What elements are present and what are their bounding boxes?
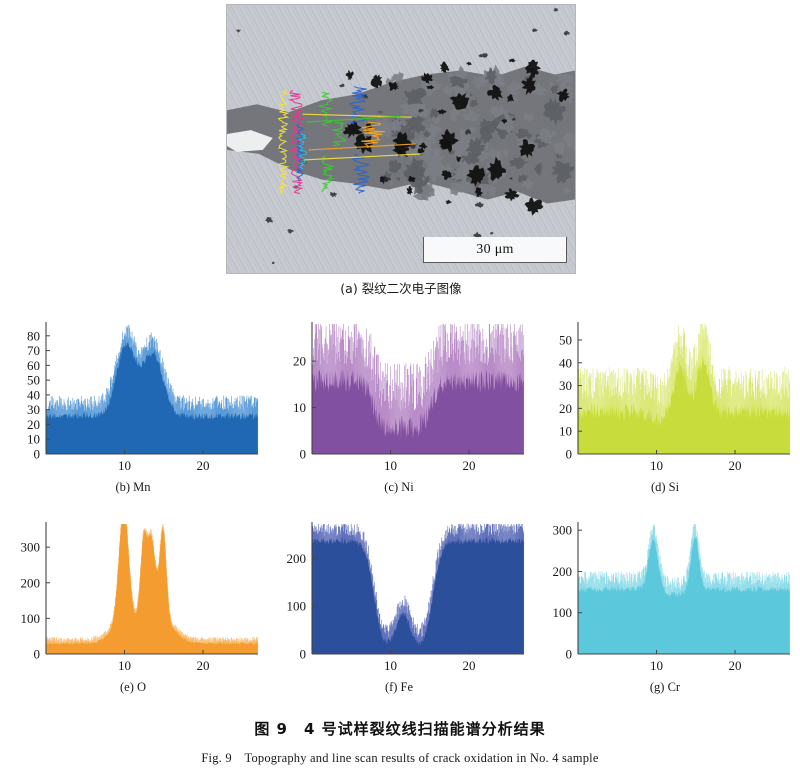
y-tick-label: 40 xyxy=(27,387,40,402)
x-tick-label: 10 xyxy=(118,658,131,673)
spectrum-caption-ni: (c) Ni xyxy=(384,480,414,494)
spectrum-caption-mn: (b) Mn xyxy=(115,480,151,494)
scale-bar: 30 μm xyxy=(423,237,567,263)
micrograph-caption: (a) 裂纹二次电子图像 xyxy=(340,281,462,296)
x-tick-label: 10 xyxy=(118,458,131,473)
y-tick-label: 50 xyxy=(559,332,572,347)
y-tick-label: 200 xyxy=(287,551,307,566)
figure-captions: 图 9 4 号试样裂纹线扫描能谱分析结果 Fig. 9 Topography a… xyxy=(0,718,800,766)
spectrum-chart-o: 0 100 200 300 10 20 (e) O xyxy=(0,512,266,712)
y-tick-label: 20 xyxy=(293,354,306,369)
micrograph-block: 30 μm (a) 裂纹二次电子图像 xyxy=(226,4,576,296)
scale-bar-label: 30 μm xyxy=(476,241,514,257)
spectrum-caption-cr: (g) Cr xyxy=(649,680,681,694)
sem-image-frame: 30 μm xyxy=(226,4,576,274)
spectrum-plot-cr: 0 100 200 300 10 20 xyxy=(532,512,798,684)
y-tick-label: 300 xyxy=(553,523,573,538)
y-tick-label: 20 xyxy=(27,417,40,432)
x-tick-label: 20 xyxy=(197,458,210,473)
spectrum-caption-si: (d) Si xyxy=(650,480,680,494)
y-tick-label: 10 xyxy=(27,432,40,447)
spectrum-chart-cr: 0 100 200 300 10 20 (g) Cr xyxy=(532,512,798,712)
spectra-grid: 0 10 20 30 40 50 60 70 80 10 20 (b) Mn 0 10 20 10 20 (c) … xyxy=(0,312,800,712)
spectrum-chart-si: 0 10 20 30 40 50 10 20 (d) Si xyxy=(532,312,798,512)
spectrum-plot-o: 0 100 200 300 10 20 xyxy=(0,512,266,684)
spectrum-chart-ni: 0 10 20 10 20 (c) Ni xyxy=(266,312,532,512)
x-tick-label: 20 xyxy=(463,458,476,473)
spectrum-area xyxy=(578,354,790,454)
spectrum-area xyxy=(578,536,790,654)
y-tick-label: 0 xyxy=(566,447,573,462)
y-tick-label: 20 xyxy=(559,401,572,416)
spectrum-chart-mn: 0 10 20 30 40 50 60 70 80 10 20 (b) Mn xyxy=(0,312,266,512)
x-tick-label: 20 xyxy=(729,658,742,673)
y-tick-label: 80 xyxy=(27,328,40,343)
spectrum-caption-o: (e) O xyxy=(119,680,147,694)
y-tick-label: 0 xyxy=(300,647,307,662)
spectrum-caption-fe: (f) Fe xyxy=(384,680,414,694)
x-tick-label: 20 xyxy=(463,658,476,673)
y-tick-label: 300 xyxy=(21,540,41,555)
spectrum-area xyxy=(312,369,524,454)
y-tick-label: 10 xyxy=(559,424,572,439)
y-tick-label: 50 xyxy=(27,373,40,388)
spectrum-area xyxy=(46,340,258,454)
y-tick-label: 100 xyxy=(553,605,573,620)
crack-secondary-electron-image xyxy=(227,5,575,273)
x-tick-label: 10 xyxy=(384,458,397,473)
x-tick-label: 20 xyxy=(197,658,210,673)
y-tick-label: 100 xyxy=(21,611,41,626)
y-tick-label: 0 xyxy=(566,647,573,662)
y-tick-label: 70 xyxy=(27,343,40,358)
figure-caption-english: Fig. 9 Topography and line scan results … xyxy=(201,751,599,765)
y-tick-label: 40 xyxy=(559,355,572,370)
y-tick-label: 60 xyxy=(27,358,40,373)
spectrum-chart-fe: 0 100 200 10 20 (f) Fe xyxy=(266,512,532,712)
y-tick-label: 10 xyxy=(293,400,306,415)
x-tick-label: 20 xyxy=(729,458,742,473)
spectrum-plot-si: 0 10 20 30 40 50 10 20 xyxy=(532,312,798,484)
y-tick-label: 30 xyxy=(27,402,40,417)
spectrum-plot-ni: 0 10 20 10 20 xyxy=(266,312,532,484)
y-tick-label: 200 xyxy=(553,564,573,579)
spectrum-area xyxy=(312,537,524,654)
spectrum-plot-mn: 0 10 20 30 40 50 60 70 80 10 20 xyxy=(0,312,266,484)
y-tick-label: 30 xyxy=(559,378,572,393)
figure-caption-chinese: 图 9 4 号试样裂纹线扫描能谱分析结果 xyxy=(254,720,546,738)
y-tick-label: 0 xyxy=(34,647,41,662)
y-tick-label: 100 xyxy=(287,599,307,614)
x-tick-label: 10 xyxy=(384,658,397,673)
y-tick-label: 0 xyxy=(34,447,41,462)
spectrum-area xyxy=(46,524,258,654)
y-tick-label: 200 xyxy=(21,575,41,590)
x-tick-label: 10 xyxy=(650,658,663,673)
y-tick-label: 0 xyxy=(300,447,307,462)
spectrum-plot-fe: 0 100 200 10 20 xyxy=(266,512,532,684)
x-tick-label: 10 xyxy=(650,458,663,473)
